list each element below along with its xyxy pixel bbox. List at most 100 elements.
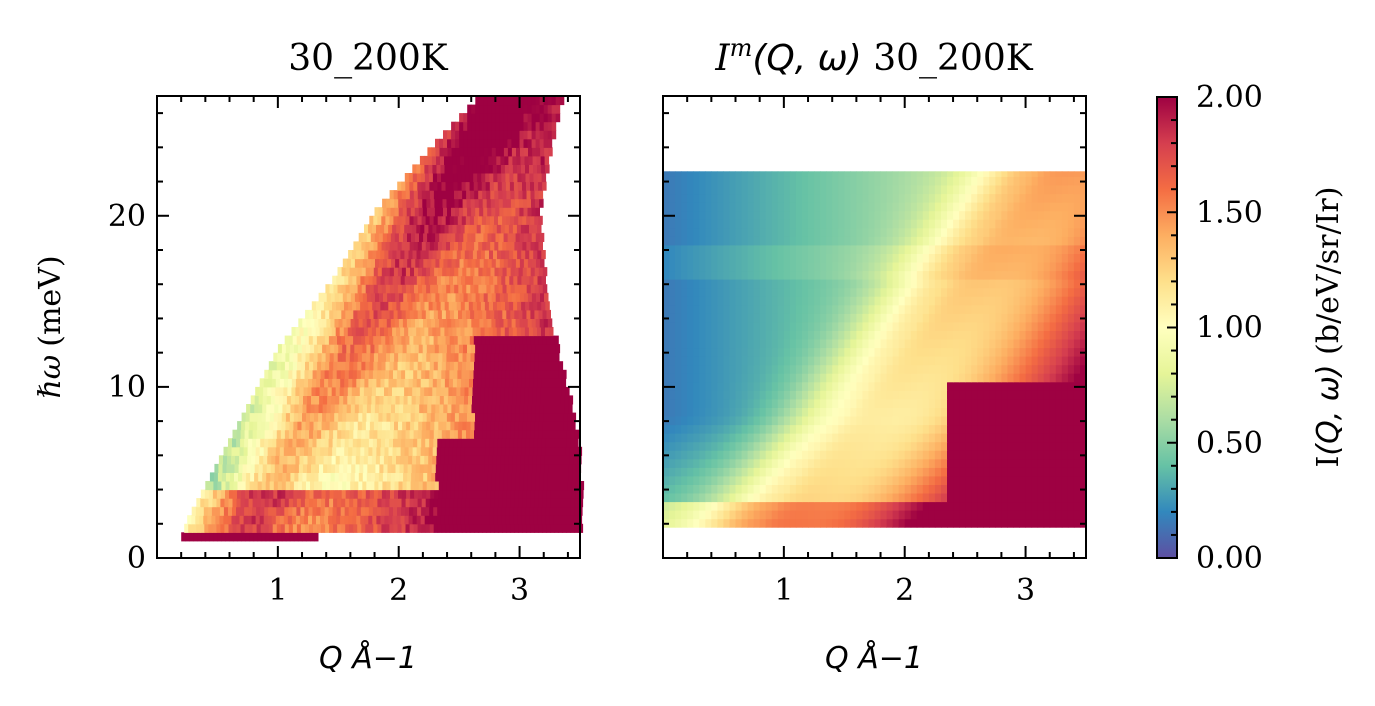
heatmap-cell bbox=[753, 458, 761, 468]
heatmap-cell bbox=[959, 450, 966, 460]
heatmap-cell bbox=[466, 489, 471, 499]
heatmap-cell bbox=[814, 364, 821, 374]
heatmap-cell bbox=[814, 510, 821, 520]
heatmap-cell bbox=[928, 381, 936, 391]
heatmap-cell bbox=[535, 481, 540, 491]
heatmap-cell bbox=[372, 369, 378, 379]
heatmap-cell bbox=[535, 198, 540, 208]
heatmap-cell bbox=[898, 330, 906, 340]
heatmap-cell bbox=[390, 412, 395, 422]
heatmap-cell bbox=[429, 523, 435, 533]
heatmap-cell bbox=[427, 155, 433, 165]
heatmap-cell bbox=[1031, 493, 1039, 503]
heatmap-cell bbox=[308, 369, 313, 379]
heatmap-cell bbox=[723, 398, 730, 408]
heatmap-cell bbox=[564, 472, 569, 482]
heatmap-cell bbox=[934, 493, 942, 503]
heatmap-cell bbox=[965, 390, 972, 400]
heatmap-cell bbox=[1025, 347, 1033, 357]
heatmap-cell bbox=[427, 258, 432, 268]
heatmap-cell bbox=[447, 292, 452, 302]
heatmap-cell bbox=[304, 506, 309, 516]
heatmap-cell bbox=[525, 446, 530, 456]
heatmap-cell bbox=[400, 386, 405, 396]
heatmap-cell bbox=[522, 429, 527, 439]
heatmap-cell bbox=[1055, 330, 1063, 340]
heatmap-cell bbox=[1013, 407, 1020, 417]
heatmap-cell bbox=[409, 241, 415, 251]
heatmap-cell bbox=[934, 441, 942, 451]
heatmap-cell bbox=[236, 498, 241, 508]
heatmap-cell bbox=[503, 318, 508, 328]
heatmap-cell bbox=[396, 275, 402, 285]
heatmap-cell bbox=[519, 130, 524, 140]
heatmap-cell bbox=[711, 407, 718, 417]
heatmap-cell bbox=[971, 433, 978, 443]
heatmap-cell bbox=[465, 215, 471, 225]
heatmap-cell bbox=[795, 313, 803, 323]
heatmap-cell bbox=[524, 395, 529, 405]
heatmap-cell bbox=[729, 475, 736, 485]
heatmap-cell bbox=[965, 424, 972, 434]
heatmap-cell bbox=[495, 404, 501, 414]
heatmap-cell bbox=[409, 369, 414, 379]
heatmap-cell bbox=[705, 339, 712, 349]
heatmap-cell bbox=[699, 475, 706, 485]
heatmap-cell bbox=[579, 481, 585, 491]
heatmap-cell bbox=[490, 267, 495, 277]
heatmap-cell bbox=[844, 356, 851, 366]
heatmap-cell bbox=[1001, 390, 1008, 400]
heatmap-cell bbox=[1055, 441, 1063, 451]
heatmap-cell bbox=[814, 433, 821, 443]
heatmap-cell bbox=[336, 301, 341, 311]
heatmap-cell bbox=[481, 173, 486, 183]
heatmap-cell bbox=[433, 215, 439, 225]
heatmap-cell bbox=[717, 501, 724, 511]
heatmap-cell bbox=[959, 364, 966, 374]
heatmap-cell bbox=[1067, 433, 1075, 443]
heatmap-cell bbox=[398, 489, 403, 499]
heatmap-cell bbox=[941, 373, 948, 383]
heatmap-cell bbox=[341, 267, 347, 277]
heatmap-cell bbox=[542, 284, 548, 294]
heatmap-cell bbox=[814, 313, 821, 323]
heatmap-cell bbox=[410, 344, 416, 354]
heatmap-cell bbox=[348, 301, 353, 311]
left-ytick-label: 10 bbox=[108, 370, 146, 405]
heatmap-cell bbox=[904, 381, 912, 391]
heatmap-cell bbox=[511, 96, 516, 106]
heatmap-cell bbox=[268, 506, 273, 516]
heatmap-cell bbox=[862, 467, 869, 477]
heatmap-cell bbox=[457, 498, 463, 508]
heatmap-cell bbox=[814, 407, 821, 417]
heatmap-cell bbox=[531, 472, 537, 482]
heatmap-cell bbox=[862, 493, 869, 503]
heatmap-cell bbox=[358, 232, 364, 242]
heatmap-cell bbox=[416, 250, 421, 260]
heatmap-cell bbox=[802, 424, 809, 434]
heatmap-cell bbox=[342, 344, 347, 354]
heatmap-cell bbox=[777, 330, 785, 340]
heatmap-cell bbox=[808, 313, 815, 323]
heatmap-cell bbox=[333, 352, 339, 362]
heatmap-cell bbox=[242, 463, 248, 473]
heatmap-cell bbox=[310, 318, 315, 328]
heatmap-cell bbox=[532, 386, 538, 396]
heatmap-cell bbox=[526, 489, 532, 499]
heatmap-cell bbox=[291, 378, 297, 388]
heatmap-cell bbox=[445, 523, 451, 533]
heatmap-cell bbox=[488, 224, 494, 234]
heatmap-cell bbox=[379, 292, 384, 302]
heatmap-cell bbox=[461, 378, 466, 388]
heatmap-cell bbox=[1061, 416, 1069, 426]
heatmap-cell bbox=[541, 164, 546, 174]
heatmap-cell bbox=[886, 398, 894, 408]
heatmap-cell bbox=[802, 458, 809, 468]
heatmap-cell bbox=[729, 467, 736, 477]
heatmap-cell bbox=[687, 390, 694, 400]
heatmap-cell bbox=[488, 164, 494, 174]
heatmap-cell bbox=[521, 515, 526, 525]
heatmap-cell bbox=[345, 335, 350, 345]
heatmap-cell bbox=[1055, 501, 1063, 511]
heatmap-cell bbox=[1061, 356, 1069, 366]
